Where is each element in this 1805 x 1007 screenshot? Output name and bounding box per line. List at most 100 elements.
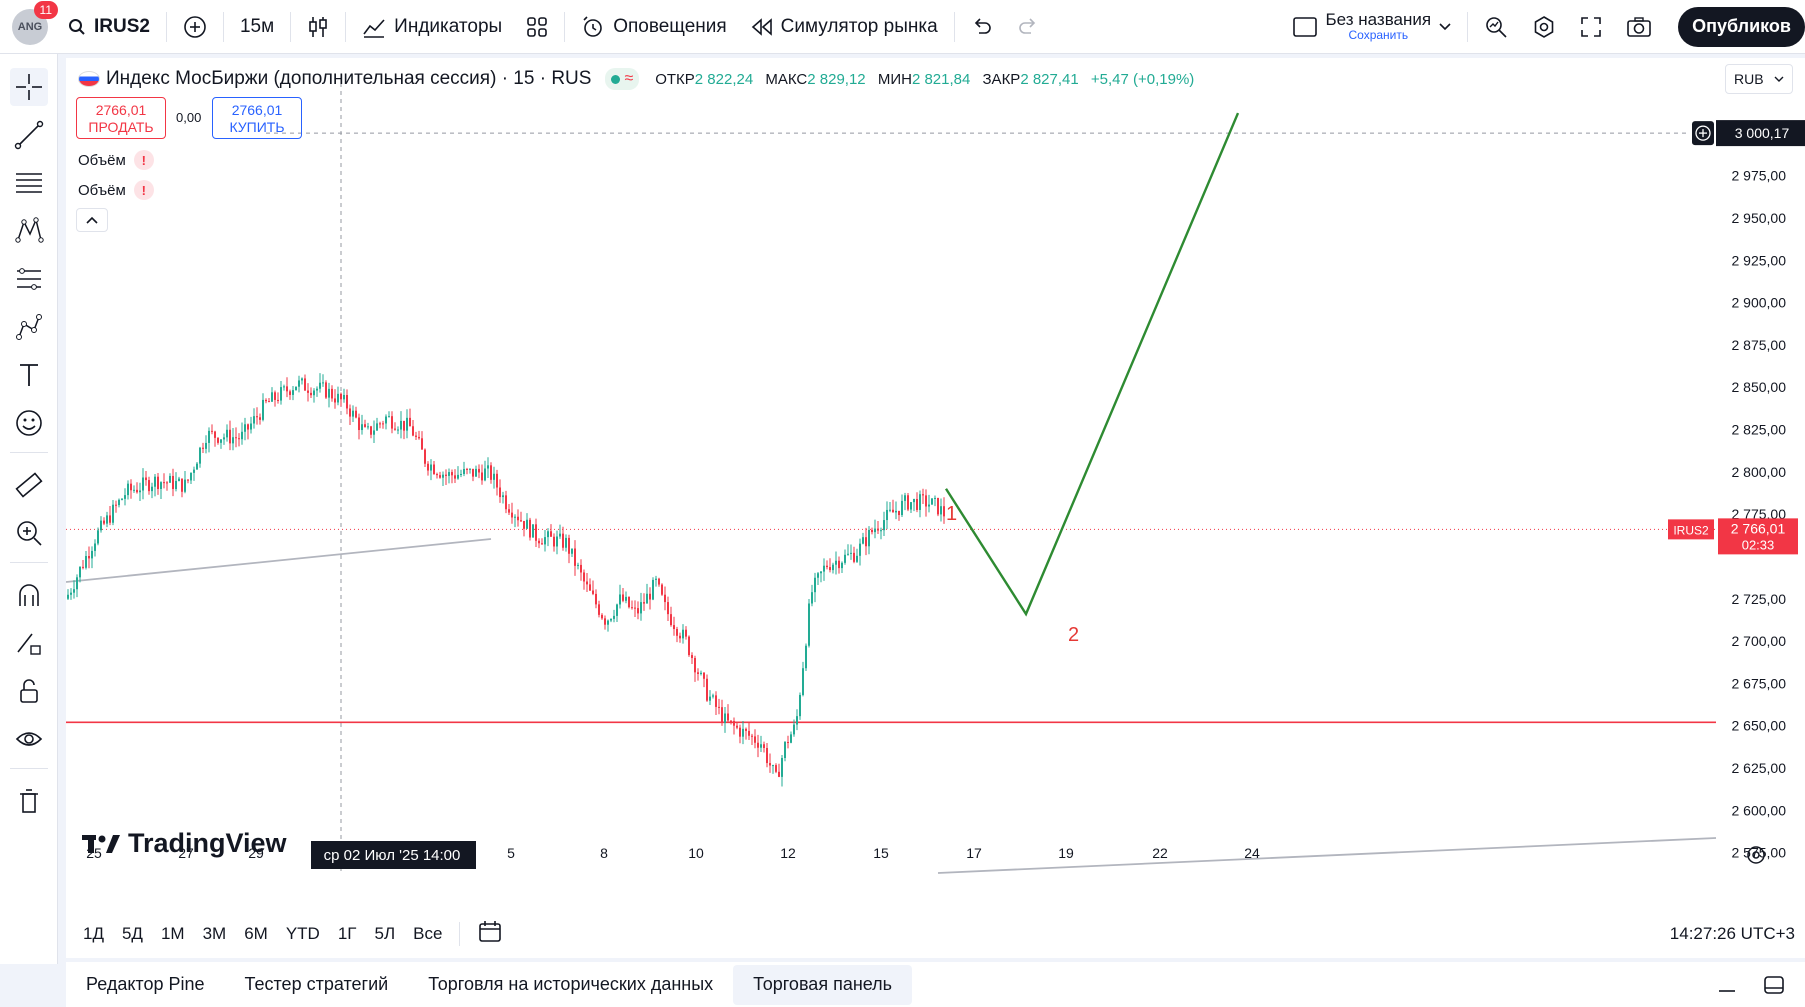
date-axis-label: 12 [780,845,796,861]
symbol-search[interactable]: IRUS2 [56,7,162,47]
high-label: МАКС [765,70,808,88]
range-5d[interactable]: 5Д [121,924,143,943]
lock-all-tool[interactable] [10,672,48,710]
candle-body [265,399,267,402]
market-status[interactable]: ≈ [605,68,640,90]
forecast-tool[interactable] [10,260,48,298]
candle-body [214,431,216,438]
alerts-button[interactable]: Оповещения [569,7,738,47]
candle-body [364,424,366,427]
crosshair-tool[interactable] [10,68,48,106]
redo-button[interactable] [1005,7,1051,47]
range-ytd[interactable]: YTD [285,924,320,943]
trendline-tool[interactable] [10,116,48,154]
candle-body [286,386,288,392]
zoom-tool[interactable] [10,514,48,552]
candle-body [697,672,699,674]
collapse-legend-button[interactable] [76,208,108,232]
range-1m[interactable]: 1М [160,924,185,943]
candle-body [100,520,102,531]
candle-body [772,765,774,767]
pattern-tool[interactable] [10,212,48,250]
quick-search-button[interactable] [1472,7,1520,47]
candle-body [844,554,846,563]
compare-button[interactable] [171,7,219,47]
settings-button[interactable] [1520,7,1568,47]
candle-body [124,495,126,499]
templates-button[interactable] [514,7,560,47]
remove-drawings-tool[interactable] [10,782,48,820]
undo-button[interactable] [959,7,1005,47]
candle-body [76,577,78,590]
candle-body [289,391,291,395]
candle-body [325,382,327,398]
maximize-panel-icon[interactable] [1763,975,1785,995]
bar-countdown: 02:33 [1742,537,1775,552]
indicator-volume-2[interactable]: Объём ! [78,180,154,200]
indicators-button[interactable]: Индикаторы [350,7,514,47]
magnet-tool[interactable] [10,576,48,614]
range-5y[interactable]: 5Л [374,924,396,943]
candle-body [154,476,156,487]
layout-menu-button[interactable]: Без названия Сохранить [1280,7,1464,47]
candle-body [586,581,588,585]
currency-select[interactable]: RUB [1725,64,1793,94]
indicators-label: Индикаторы [394,15,503,37]
sell-button[interactable]: 2766,01 ПРОДАТЬ [76,97,166,139]
candle-body [205,442,207,449]
chart-pane[interactable]: 2 975,00 2 950,00 2 925,00 2 900,00 2 875,00… [66,58,1805,958]
text-tool[interactable] [10,356,48,394]
candle-body [820,571,822,574]
publish-button[interactable]: Опубликов [1678,6,1805,47]
candle-body [574,548,576,566]
range-3m[interactable]: 3М [202,924,227,943]
tab-trading-panel[interactable]: Торговая панель [733,964,913,1005]
candle-body [85,556,87,568]
price-chart[interactable]: 2 975,00 2 950,00 2 925,00 2 900,00 2 875,00… [66,58,1805,918]
candle-body [394,428,396,430]
fib-tool[interactable] [10,164,48,202]
range-6m[interactable]: 6М [244,924,268,943]
range-1d[interactable]: 1Д [83,924,104,943]
chart-type-button[interactable] [295,7,341,47]
emoji-tool[interactable] [10,404,48,442]
lock-drawing-tool[interactable] [10,624,48,662]
interval-button[interactable]: 15м [228,7,286,47]
tab-strategy-tester[interactable]: Тестер стратегий [244,974,389,994]
candle-body [145,477,147,481]
tab-pine-editor[interactable]: Редактор Pine [86,974,205,994]
geometry-tool[interactable] [10,308,48,346]
last-price-tag [1718,518,1798,555]
measure-tool[interactable] [10,466,48,504]
candle-body [328,388,330,398]
goto-date-button[interactable] [468,920,512,949]
replay-button[interactable]: Симулятор рынка [739,7,950,47]
candle-body [316,388,318,391]
candle-body [535,524,537,541]
candle-body [268,401,270,403]
fullscreen-button[interactable] [1568,7,1614,47]
range-1y[interactable]: 1Г [337,924,357,943]
candle-body [814,577,816,593]
tab-replay-trading[interactable]: Торговля на исторических данных [428,974,714,994]
user-avatar[interactable]: ANG 11 [12,0,58,45]
replay-label: Симулятор рынка [780,15,938,37]
clock[interactable]: 14:27:26 UTC+3 [1669,924,1795,943]
buy-button[interactable]: 2766,01 КУПИТЬ [212,97,302,139]
candle-body [790,734,792,743]
minimize-icon[interactable] [1717,975,1737,995]
candle-body [226,429,228,438]
candle-body [190,472,192,481]
candle-body [859,543,861,556]
candle-body [784,742,786,759]
hide-drawings-tool[interactable] [10,720,48,758]
indicator-volume-1[interactable]: Объём ! [78,150,154,170]
layout-square-icon [1292,16,1317,37]
candle-body [601,614,603,619]
date-axis-label: 27 [178,845,194,861]
candle-body [373,430,375,435]
candle-body [91,550,93,559]
candle-body [433,464,435,475]
snapshot-button[interactable] [1614,7,1664,47]
range-all[interactable]: Все [413,924,443,943]
